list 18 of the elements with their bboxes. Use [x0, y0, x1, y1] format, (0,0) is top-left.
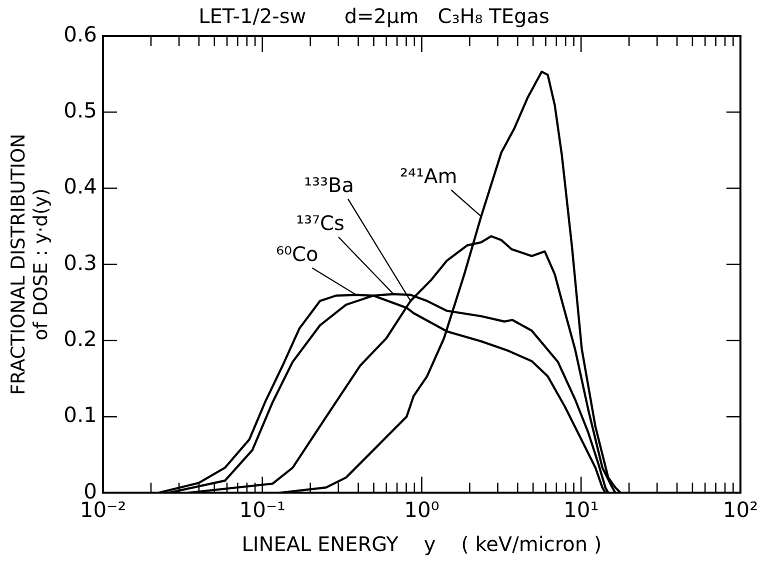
- y-axis-title: FRACTIONAL DISTRIBUTION of DOSE : y·d(y): [7, 134, 52, 396]
- y-tick-label: 0.2: [64, 326, 97, 351]
- x-tick-label: 10¹: [564, 498, 599, 522]
- x-axis-title: LINEAL ENERGY y ( keV/micron ): [242, 532, 602, 556]
- y-tick-label: 0.4: [64, 174, 97, 199]
- y-tick-label: 0.5: [64, 98, 97, 123]
- series-label: ²⁴¹Am: [400, 164, 458, 188]
- y-tick-label: 0.1: [64, 403, 97, 428]
- text: ¹³³Ba: [304, 173, 354, 198]
- x-tick-label: 10⁰: [404, 498, 440, 522]
- chart-title: LET-1/2-sw d=2μm C₃H₈ TEgas: [198, 4, 550, 28]
- x-tick-label: 10⁻¹: [239, 498, 286, 522]
- x-tick-label: 10⁻²: [80, 498, 126, 522]
- text: ¹³⁷Cs: [296, 211, 344, 236]
- series-label: ⁶⁰Co: [276, 242, 318, 266]
- x-tick-label: 10²: [722, 498, 758, 522]
- y-tick-label: 0.6: [64, 22, 97, 46]
- y-tick-label: 0.3: [64, 250, 97, 275]
